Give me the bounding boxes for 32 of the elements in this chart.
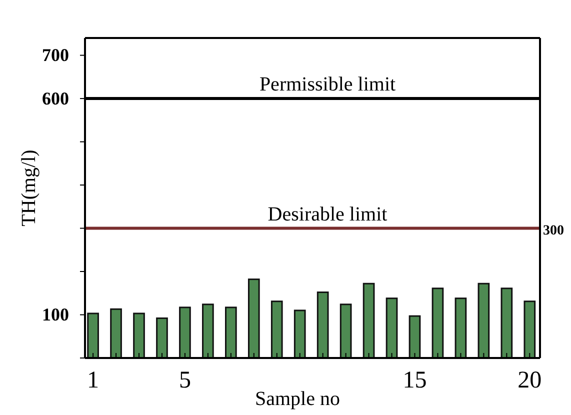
bar: [248, 278, 260, 359]
bar: [270, 300, 283, 359]
bar: [225, 306, 237, 359]
bar: [478, 282, 490, 359]
ref-line-label: Desirable limit: [268, 203, 388, 226]
x-tick-label: 15: [402, 367, 427, 394]
ref-line-label: Permissible limit: [259, 74, 396, 96]
annotation: 300: [543, 223, 564, 238]
bar: [432, 288, 444, 359]
x-tick-label: 5: [178, 367, 191, 394]
bar: [362, 282, 375, 359]
x-tick-label: 1: [87, 367, 100, 394]
bar: [408, 315, 421, 359]
x-axis-title: Sample no: [255, 388, 340, 410]
y-tick-label: 100: [42, 304, 69, 325]
bar: [179, 306, 191, 359]
bar: [87, 312, 99, 359]
bar: [386, 298, 398, 359]
bar: [110, 308, 122, 359]
y-tick-label: 600: [42, 88, 69, 108]
y-axis-title: TH(mg/l): [18, 150, 40, 226]
x-tick-label: 20: [518, 367, 542, 394]
bar: [454, 298, 467, 359]
bar: [340, 304, 352, 359]
bar: [133, 312, 145, 359]
bar: [500, 288, 513, 359]
y-tick-label: 700: [42, 45, 69, 66]
bar: [316, 292, 329, 359]
bar: [156, 317, 168, 359]
bar: [294, 310, 306, 359]
bar: [202, 304, 214, 359]
bar: [524, 300, 536, 359]
